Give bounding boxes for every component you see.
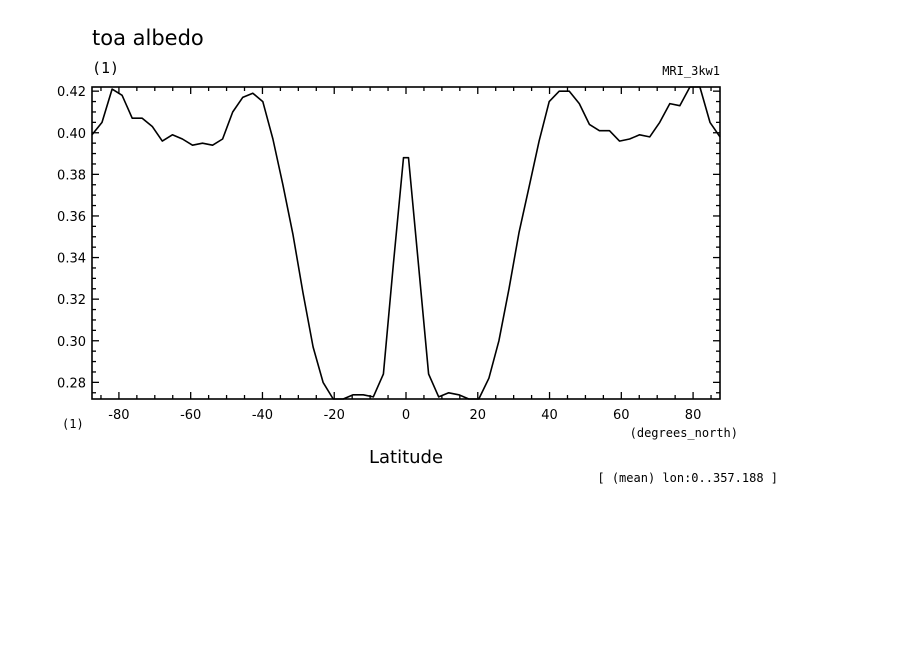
model-label: MRI_3kw1 bbox=[662, 64, 720, 78]
series-line bbox=[91, 86, 721, 400]
x-tick-label: -80 bbox=[108, 408, 129, 423]
chart-title: toa albedo bbox=[92, 26, 204, 50]
y-tick-label: 0.28 bbox=[57, 376, 86, 391]
y-tick-label: 0.36 bbox=[57, 210, 86, 225]
x-tick-label: -40 bbox=[252, 408, 273, 423]
x-tick-label: 0 bbox=[402, 408, 410, 423]
x-axis-label: Latitude bbox=[369, 447, 443, 468]
x-axis-units: (degrees_north) bbox=[630, 426, 738, 440]
x-unit-label: (1) bbox=[62, 417, 84, 431]
y-tick-label: 0.40 bbox=[57, 127, 86, 142]
y-tick-label: 0.30 bbox=[57, 335, 86, 350]
footnote: [ (mean) lon:0..357.188 ] bbox=[597, 471, 778, 485]
y-tick-label: 0.32 bbox=[57, 293, 86, 308]
plot-frame bbox=[91, 86, 721, 400]
y-axis: 0.28 0.30 0.32 0.34 0.36 0.38 0.40 0.42 bbox=[57, 85, 720, 394]
x-tick-label: 60 bbox=[613, 408, 630, 423]
x-tick-label: 20 bbox=[469, 408, 486, 423]
y-tick-label: 0.34 bbox=[57, 252, 86, 267]
x-tick-label: -60 bbox=[180, 408, 201, 423]
y-tick-label: 0.42 bbox=[57, 85, 86, 100]
x-tick-label: 40 bbox=[541, 408, 558, 423]
x-axis: -80 -60 -40 -20 0 20 40 60 80 bbox=[100, 87, 712, 423]
x-tick-label: -20 bbox=[324, 408, 345, 423]
y-unit-label: (1) bbox=[92, 59, 119, 77]
y-tick-label: 0.38 bbox=[57, 168, 86, 183]
x-tick-label: 80 bbox=[685, 408, 702, 423]
